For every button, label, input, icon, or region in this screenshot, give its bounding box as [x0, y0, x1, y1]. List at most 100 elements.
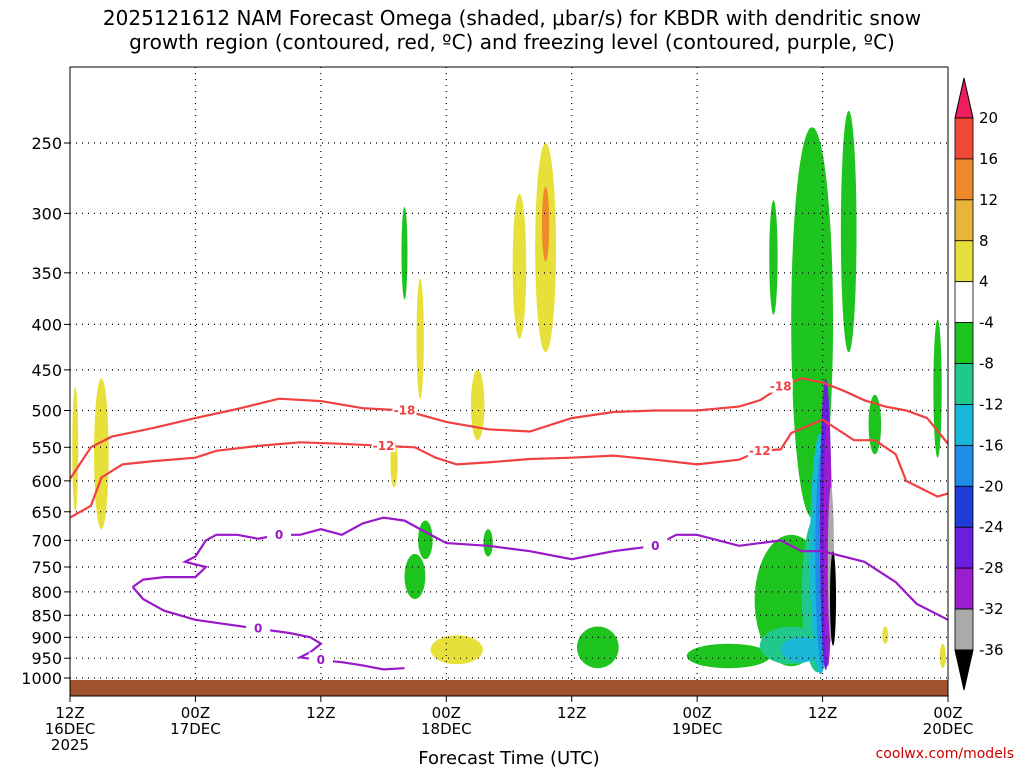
x-tick-label-7-1: 20DEC: [923, 720, 974, 738]
omega-region-5: [470, 369, 485, 441]
contour-label-bg-freezing_level_low-0: [246, 620, 271, 635]
colorbar-label-10: -24: [979, 518, 1004, 536]
x-tick-label-7-0: 00Z: [933, 704, 962, 722]
omega-region-8: [430, 635, 483, 665]
y-axis: 250 300 350 400 450 500 550 600 650 700 750 800 850 9…: [21, 134, 70, 688]
colorbar-swatch-3: [954, 199, 974, 242]
omega-region-17: [840, 110, 857, 353]
title-line-1: 2025121612 NAM Forecast Omega (shaded, μ…: [102, 6, 922, 30]
y-tick-label-350: 350: [31, 264, 62, 283]
y-tick-label-900: 900: [31, 628, 62, 647]
colorbar-swatch-1: [954, 117, 974, 160]
x-tick-label-0-2: 2025: [51, 736, 89, 754]
colorbar-swatch-2: [954, 158, 974, 201]
omega-region-18: [769, 200, 778, 315]
colorbar-label-5: -4: [979, 314, 994, 332]
omega-region-9: [401, 206, 408, 300]
y-tick-label-1000: 1000: [21, 669, 62, 688]
credit-text: coolwx.com/models: [875, 746, 1014, 762]
colorbar-label-1: 16: [979, 150, 998, 168]
grid-lines: [70, 67, 948, 696]
y-tick-label-400: 400: [31, 315, 62, 334]
contour-label-dgz_minus18-1: -18: [770, 380, 792, 394]
omega-region-4: [512, 193, 527, 339]
colorbar-swatch-12: [954, 567, 974, 610]
x-tick-label-4-0: 12Z: [557, 704, 586, 722]
contour-label-freezing_level-0: 0: [275, 528, 283, 542]
contour-label-bg-freezing_level_low-1: [308, 652, 333, 667]
omega-region-29: [830, 551, 837, 646]
y-tick-label-450: 450: [31, 361, 62, 380]
x-tick-label-3-0: 00Z: [432, 704, 461, 722]
y-tick-label-550: 550: [31, 438, 62, 457]
title-line-2: growth region (contoured, red, ºC) and f…: [129, 30, 895, 54]
colorbar-swatch-4: [954, 240, 974, 283]
x-tick-label-5-1: 19DEC: [672, 720, 723, 738]
omega-region-6: [416, 278, 424, 399]
x-tick-label-0-0: 12Z: [55, 704, 84, 722]
colorbar: 20 16 12 8 4 -4 -8 -12 -16 -20 -24 -28 -32 -36: [954, 77, 1004, 691]
y-tick-label-700: 700: [31, 531, 62, 550]
x-tick-label-3-1: 18DEC: [421, 720, 472, 738]
colorbar-swatch-8: [954, 404, 974, 446]
colorbar-swatch-9: [954, 444, 974, 487]
x-tick-label-1-0: 00Z: [181, 704, 210, 722]
colorbar-label-13: -36: [979, 641, 1004, 659]
contour-dgz_minus12: [70, 418, 948, 519]
contour-label-dgz_minus12-1: -12: [749, 444, 771, 458]
omega-region-13: [576, 626, 619, 669]
y-tick-label-250: 250: [31, 134, 62, 153]
contour-dgz_minus18: [70, 377, 948, 480]
colorbar-swatch-7: [954, 363, 974, 405]
colorbar-swatch-5: [954, 281, 974, 324]
contour-label-dgz_minus18-0: -18: [394, 404, 416, 418]
omega-region-12: [483, 529, 493, 557]
colorbar-top-arrow: [954, 77, 974, 119]
colorbar-label-4: 4: [979, 273, 989, 291]
x-tick-label-0-1: 16DEC: [45, 720, 96, 738]
x-tick-label-6-0: 12Z: [808, 704, 837, 722]
contour-label-bg-dgz_minus18-0: [392, 402, 417, 417]
y-tick-label-500: 500: [31, 402, 62, 421]
colorbar-swatch-13: [954, 608, 974, 651]
colorbar-label-8: -16: [979, 436, 1004, 454]
colorbar-swatch-10: [954, 485, 974, 528]
colorbar-label-9: -20: [979, 477, 1004, 495]
omega-region-0: [72, 386, 79, 512]
colorbar-label-12: -32: [979, 600, 1004, 618]
x-tick-label-5-0: 00Z: [682, 704, 711, 722]
colorbar-swatch-6: [954, 322, 974, 364]
y-tick-label-750: 750: [31, 558, 62, 577]
y-tick-label-950: 950: [31, 649, 62, 668]
colorbar-label-7: -12: [979, 395, 1004, 413]
contour-freezing_level_low: [131, 586, 405, 671]
y-tick-label-850: 850: [31, 606, 62, 625]
contour-label-bg-freezing_level-1: [643, 537, 668, 552]
plot-frame: [69, 66, 949, 697]
contour-label-bg-dgz_minus12-0: [371, 437, 396, 452]
colorbar-bottom-arrow: [954, 649, 974, 691]
y-tick-label-800: 800: [31, 583, 62, 602]
contour-label-freezing_level_low-1: 0: [317, 653, 325, 667]
colorbar-label-6: -8: [979, 355, 994, 373]
x-tick-label-2-0: 12Z: [306, 704, 335, 722]
omega-region-7: [390, 440, 398, 488]
contour-label-bg-dgz_minus12-1: [747, 442, 772, 457]
contour-freezing_level: [132, 516, 948, 621]
y-tick-label-600: 600: [31, 472, 62, 491]
omega-region-16: [686, 643, 771, 669]
omega-region-31: [939, 643, 946, 669]
colorbar-label-3: 8: [979, 232, 989, 250]
colorbar-label-11: -28: [979, 559, 1004, 577]
colorbar-swatch-11: [954, 526, 974, 569]
terrain-surface: [70, 680, 948, 696]
colorbar-label-0: 20: [979, 109, 998, 127]
omega-region-20: [933, 319, 942, 458]
y-tick-label-300: 300: [31, 204, 62, 223]
contour-label-freezing_level_low-0: 0: [254, 622, 262, 636]
contour-label-bg-freezing_level-0: [267, 526, 292, 541]
x-tick-label-1-1: 17DEC: [170, 720, 221, 738]
contour-label-dgz_minus12-0: -12: [373, 439, 395, 453]
